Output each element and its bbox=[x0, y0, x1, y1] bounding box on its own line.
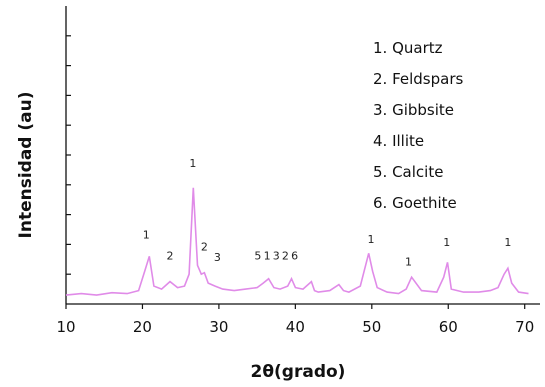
peak-label: 6 bbox=[291, 249, 298, 262]
legend-item-calcite: 5. Calcite bbox=[373, 163, 443, 181]
peak-label: 3 bbox=[214, 251, 221, 264]
legend-item-feldspars: 2. Feldspars bbox=[373, 70, 464, 88]
peak-label: 1 bbox=[264, 249, 271, 262]
x-tick-label: 30 bbox=[209, 318, 228, 336]
peak-label: 1 bbox=[443, 236, 450, 249]
peak-label: 2 bbox=[201, 240, 208, 253]
peak-label: 1 bbox=[504, 236, 511, 249]
x-tick-label: 10 bbox=[56, 318, 75, 336]
peak-label: 1 bbox=[368, 233, 375, 246]
legend-item-gibbsite: 3. Gibbsite bbox=[373, 101, 454, 119]
x-ticks: 10 20 30 40 50 60 70 bbox=[56, 304, 534, 336]
series-line-diffractogram bbox=[65, 187, 529, 296]
x-tick-label: 20 bbox=[133, 318, 152, 336]
peak-label: 2 bbox=[166, 249, 173, 262]
x-tick-label: 70 bbox=[515, 318, 534, 336]
peak-label: 3 bbox=[273, 249, 280, 262]
legend-item-quartz: 1. Quartz bbox=[373, 39, 443, 57]
x-axis-title: 2θ(grado) bbox=[251, 362, 346, 382]
peak-label: 5 bbox=[254, 249, 261, 262]
peak-label: 1 bbox=[143, 228, 150, 241]
x-tick-label: 50 bbox=[362, 318, 381, 336]
x-tick-label: 60 bbox=[439, 318, 458, 336]
y-axis-title: Intensidad (au) bbox=[16, 92, 36, 239]
x-tick-label: 40 bbox=[286, 318, 305, 336]
peak-label: 2 bbox=[282, 249, 289, 262]
legend-item-goethite: 6. Goethite bbox=[373, 194, 457, 212]
legend: 1. Quartz 2. Feldspars 3. Gibbsite 4. Il… bbox=[373, 39, 464, 212]
legend-item-illite: 4. Illite bbox=[373, 132, 424, 150]
peak-label: 1 bbox=[405, 255, 412, 268]
y-ticks bbox=[66, 35, 71, 275]
peak-label: 1 bbox=[189, 157, 196, 170]
